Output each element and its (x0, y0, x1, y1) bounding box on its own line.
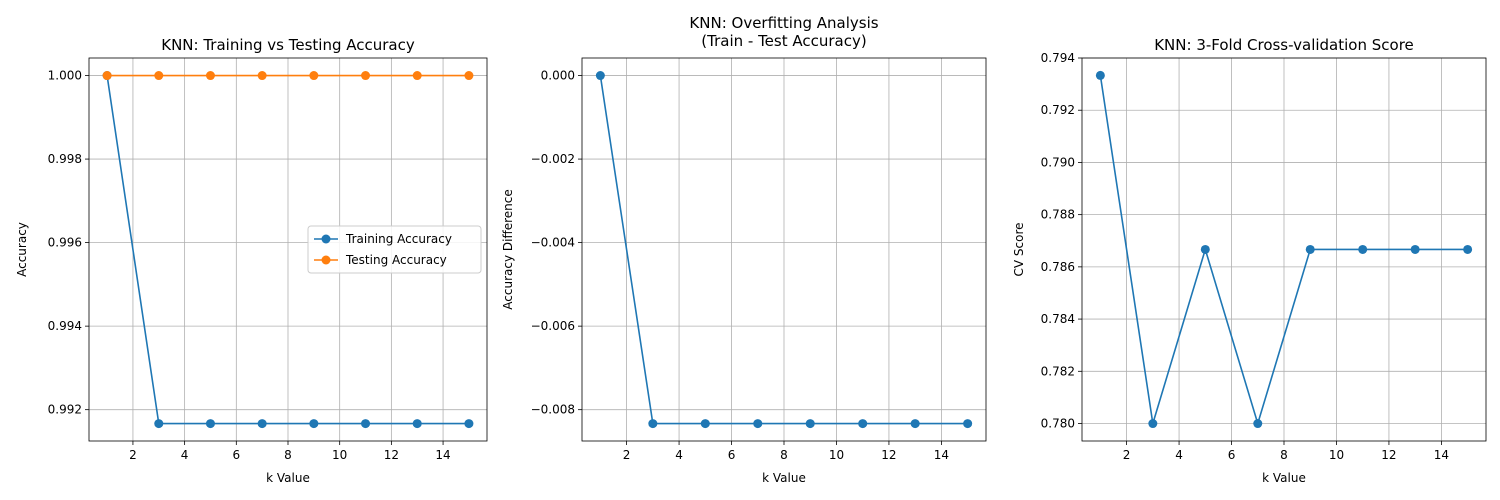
chart-panel-1: 2 4 6 8 10 12 14 0.992 0.994 0.996 0.998 1.000 KNN: … (15, 36, 488, 485)
x-tick-label: 6 (1228, 448, 1236, 462)
x-tick-label: 10 (332, 448, 347, 462)
y-tick-label: 0.998 (48, 152, 82, 166)
x-tick-label: 12 (881, 448, 896, 462)
x-tick-label: 4 (1175, 448, 1183, 462)
data-point (361, 71, 371, 81)
data-point (205, 419, 215, 429)
series-line (106, 75, 469, 425)
x-tick-label: 8 (284, 448, 292, 462)
y-tick-label: 0.000 (541, 69, 575, 83)
y-tick-label: 0.794 (1041, 51, 1075, 65)
x-axis-label: k Value (762, 471, 806, 485)
x-tick-label: 12 (384, 448, 399, 462)
y-axis-label: CV Score (1012, 222, 1026, 276)
legend: Training Accuracy Testing Accuracy (307, 225, 482, 274)
y-tick-label: 1.000 (48, 69, 82, 83)
x-tick-label: 2 (129, 448, 137, 462)
x-tick-label: 8 (780, 448, 788, 462)
data-point (910, 419, 920, 429)
y-tick-label: 0.780 (1041, 417, 1075, 431)
chart-panel-2: 2 4 6 8 10 12 14 −0.008 −0.006 −0.004 −0.002 0.000 K… (501, 14, 987, 485)
data-point (1200, 244, 1210, 254)
data-point (412, 71, 422, 81)
y-axis-label: Accuracy Difference (501, 189, 515, 309)
x-tick-label: 8 (1280, 448, 1288, 462)
x-tick-label: 4 (675, 448, 683, 462)
x-tick-label: 2 (623, 448, 631, 462)
data-point (205, 71, 215, 81)
y-tick-label: 0.792 (1041, 103, 1075, 117)
series-1 (102, 71, 474, 429)
y-tick-label: −0.002 (531, 152, 575, 166)
x-tick-label: 10 (829, 448, 844, 462)
x-tick-label: 14 (934, 448, 949, 462)
series-2 (102, 71, 474, 81)
data-point (257, 71, 267, 81)
data-point (1148, 419, 1158, 429)
x-tick-label: 6 (728, 448, 736, 462)
data-point (595, 71, 605, 81)
x-tick-label: 10 (1329, 448, 1344, 462)
series-line (1099, 75, 1468, 427)
x-tick-label: 12 (1381, 448, 1396, 462)
data-point (963, 419, 973, 429)
y-tick-label: −0.006 (531, 319, 575, 333)
y-tick-label: 0.994 (48, 319, 82, 333)
data-point (464, 71, 474, 81)
series-1 (595, 71, 973, 429)
data-point (154, 71, 164, 81)
y-tick-label: −0.004 (531, 236, 575, 250)
y-tick-label: 0.790 (1041, 155, 1075, 169)
data-point (1253, 419, 1263, 429)
data-point (1410, 244, 1420, 254)
x-axis-label: k Value (266, 471, 310, 485)
data-point (154, 419, 164, 429)
chart-title: KNN: Training vs Testing Accuracy (161, 36, 415, 54)
data-point (309, 419, 319, 429)
y-tick-label: 0.786 (1041, 260, 1075, 274)
legend-box (307, 225, 482, 274)
data-point (464, 419, 474, 429)
data-point (1305, 244, 1315, 254)
data-point (858, 419, 868, 429)
y-tick-label: 0.782 (1041, 364, 1075, 378)
data-point (102, 71, 112, 81)
chart-title: KNN: Overfitting Analysis (Train - Test A… (689, 14, 878, 50)
y-axis-label: Accuracy (15, 222, 29, 277)
legend-entry-label: Testing Accuracy (345, 253, 447, 267)
y-tick-label: 0.788 (1041, 208, 1075, 222)
data-point (805, 419, 815, 429)
series-1 (1095, 70, 1473, 429)
series-line (599, 75, 968, 425)
y-tick-label: 0.992 (48, 403, 82, 417)
legend-swatch-marker (321, 255, 331, 265)
data-point (753, 419, 763, 429)
x-tick-label: 14 (1434, 448, 1449, 462)
y-tick-label: −0.008 (531, 403, 575, 417)
legend-swatch-marker (321, 234, 331, 244)
chart-title: KNN: 3-Fold Cross-validation Score (1154, 36, 1414, 54)
x-axis-label: k Value (1262, 471, 1306, 485)
data-point (412, 419, 422, 429)
data-point (1463, 244, 1473, 254)
x-tick-label: 2 (1123, 448, 1131, 462)
x-tick-label: 6 (232, 448, 240, 462)
y-tick-label: 0.996 (48, 236, 82, 250)
data-point (700, 419, 710, 429)
data-point (1358, 244, 1368, 254)
legend-entry-label: Training Accuracy (345, 232, 452, 246)
data-point (1095, 70, 1105, 80)
chart-panel-3: 2 4 6 8 10 12 14 0.780 0.782 0.784 0.786 0.788 0.790… (1012, 36, 1487, 485)
y-tick-label: 0.784 (1041, 312, 1075, 326)
x-tick-label: 4 (181, 448, 189, 462)
data-point (257, 419, 267, 429)
data-point (361, 419, 371, 429)
x-tick-label: 14 (435, 448, 450, 462)
data-point (309, 71, 319, 81)
data-point (648, 419, 658, 429)
